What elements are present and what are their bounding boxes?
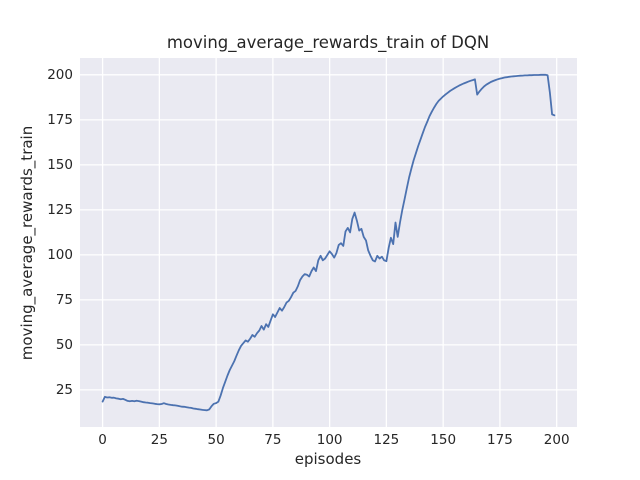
x-tick-label: 0 [98, 432, 107, 448]
x-tick-label: 25 [151, 432, 168, 448]
plot-area-background [80, 58, 577, 427]
y-tick-label: 75 [0, 292, 73, 308]
x-tick-label: 200 [544, 432, 570, 448]
y-tick-label: 175 [0, 112, 73, 128]
chart-figure: moving_average_rewards_train of DQN epis… [0, 0, 640, 480]
y-tick-label: 100 [0, 247, 73, 263]
y-tick-label: 125 [0, 202, 73, 218]
x-tick-label: 75 [264, 432, 281, 448]
x-tick-label: 125 [374, 432, 400, 448]
chart-canvas [0, 0, 640, 480]
x-tick-label: 175 [487, 432, 513, 448]
y-tick-label: 25 [0, 382, 73, 398]
y-tick-label: 200 [0, 67, 73, 83]
y-tick-label: 50 [0, 337, 73, 353]
x-tick-label: 100 [317, 432, 343, 448]
x-tick-label: 150 [430, 432, 456, 448]
chart-title: moving_average_rewards_train of DQN [167, 33, 489, 52]
x-tick-label: 50 [208, 432, 225, 448]
y-tick-label: 150 [0, 157, 73, 173]
x-axis-label: episodes [295, 450, 361, 468]
